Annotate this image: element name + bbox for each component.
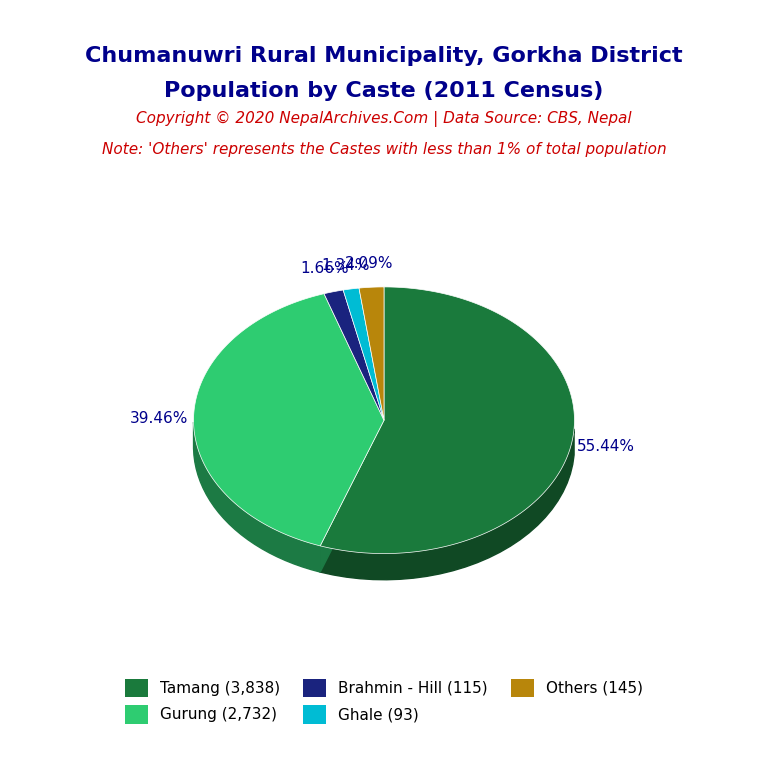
Text: Chumanuwri Rural Municipality, Gorkha District: Chumanuwri Rural Municipality, Gorkha Di… [85,46,683,66]
Text: 1.66%: 1.66% [300,261,349,276]
Polygon shape [324,290,384,420]
Polygon shape [320,287,574,554]
Text: Population by Caste (2011 Census): Population by Caste (2011 Census) [164,81,604,101]
Polygon shape [359,287,384,420]
Polygon shape [194,293,384,546]
Text: Note: 'Others' represents the Castes with less than 1% of total population: Note: 'Others' represents the Castes wit… [101,142,667,157]
Text: 1.34%: 1.34% [321,258,369,273]
Text: 2.09%: 2.09% [345,256,393,271]
Polygon shape [194,422,320,572]
Polygon shape [320,420,384,572]
Polygon shape [320,420,384,572]
Text: 39.46%: 39.46% [130,411,188,426]
Legend: Tamang (3,838), Gurung (2,732), Brahmin - Hill (115), Ghale (93), Others (145): Tamang (3,838), Gurung (2,732), Brahmin … [119,673,649,730]
Text: 55.44%: 55.44% [577,439,634,455]
Polygon shape [343,288,384,420]
Text: Copyright © 2020 NepalArchives.Com | Data Source: CBS, Nepal: Copyright © 2020 NepalArchives.Com | Dat… [136,111,632,127]
Polygon shape [320,429,574,580]
